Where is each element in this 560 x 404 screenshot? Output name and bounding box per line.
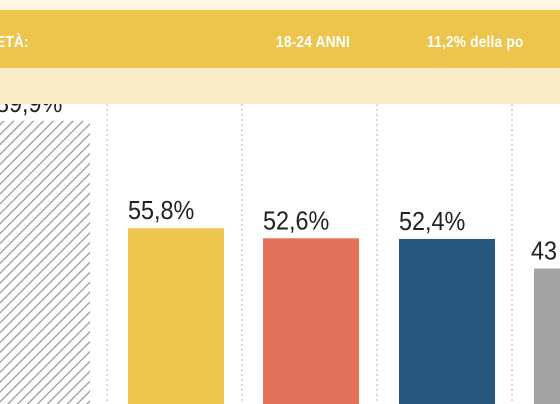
- value-label-5: 43: [531, 237, 557, 265]
- bar-chart: 89,9% 55,8% 52,6% 52,4% 43: [0, 104, 560, 404]
- bar-2: [128, 228, 224, 404]
- grid-separators: [106, 104, 513, 404]
- population-note: 11,2% della po: [427, 34, 524, 51]
- bar-4: [399, 238, 495, 404]
- value-label-2: 55,8%: [128, 197, 194, 225]
- age-band-label: 18-24 ANNI: [276, 34, 350, 51]
- bar-5: [534, 268, 560, 404]
- bar-3: [263, 238, 359, 404]
- value-label-4: 52,4%: [399, 208, 465, 236]
- top-edge: [0, 0, 560, 10]
- value-label-3: 52,6%: [263, 207, 329, 235]
- bars: [0, 120, 560, 404]
- value-labels: 89,9% 55,8% 52,6% 52,4% 43: [0, 104, 557, 266]
- value-label-1: 89,9%: [0, 104, 62, 118]
- bar-1: [0, 120, 90, 404]
- sub-band: [0, 68, 560, 104]
- header-band: ETÀ: 18-24 ANNI 11,2% della po: [0, 10, 560, 68]
- age-label: ETÀ:: [0, 34, 29, 51]
